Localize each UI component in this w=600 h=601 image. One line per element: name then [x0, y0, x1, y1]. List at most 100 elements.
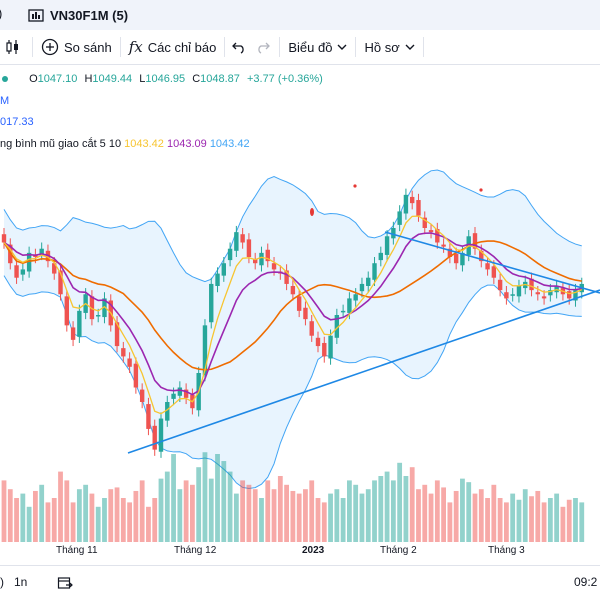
candle-body [416, 200, 421, 216]
candle-body [284, 270, 289, 284]
undo-icon [232, 42, 245, 54]
volume-bar [277, 476, 283, 542]
toolbar-divider [119, 37, 121, 57]
volume-bar [127, 502, 132, 542]
indicator-value-band: 1043.42 [209, 138, 250, 150]
volume-bar [83, 484, 89, 542]
chart-tab-title: VN30F1M (5) [50, 7, 129, 23]
profile-label: Hồ sơ [364, 39, 400, 55]
undo-button[interactable] [225, 30, 253, 64]
candle-body [96, 315, 101, 317]
candle-body [516, 286, 522, 297]
candle-body [26, 252, 32, 272]
candle-body [14, 265, 19, 278]
toolbar-divider [355, 37, 357, 57]
range-fragment-button[interactable]: ) [0, 575, 4, 589]
bollinger-upper-line [3, 169, 582, 283]
candle-body [359, 283, 365, 292]
candle-body [165, 402, 170, 421]
volume-bar [566, 499, 572, 542]
volume-bar [491, 484, 497, 542]
candle-body [246, 239, 252, 257]
volume-bar [252, 489, 258, 542]
candle-body [58, 270, 63, 295]
candle-body [259, 252, 264, 266]
legend-close: 1048.87 [200, 73, 240, 85]
volume-bar [554, 493, 560, 542]
legend-indicator-row[interactable]: ng bình mũ giao cắt 5 10 1043.42 1043.09… [0, 138, 250, 150]
volume-bar [321, 502, 327, 542]
volume-bar [390, 480, 396, 542]
volume-bar [315, 498, 321, 542]
candle-body [64, 296, 69, 326]
volume-bar [466, 482, 472, 542]
volume-bar [7, 489, 13, 542]
price-chart[interactable] [0, 64, 600, 542]
candle-body [171, 393, 176, 399]
volume-bar [328, 493, 333, 542]
function-icon: fx [128, 38, 143, 56]
volume-bar [441, 487, 446, 542]
candle-body [384, 236, 390, 255]
candle-body [529, 278, 534, 291]
volume-bar [284, 484, 289, 542]
previous-tab-fragment[interactable]: ) [0, 6, 2, 21]
volume-bar [529, 496, 534, 542]
compare-button[interactable]: So sánh [33, 30, 120, 64]
legend-high-label: H [84, 73, 93, 85]
volume-bar [378, 476, 384, 542]
indicators-button[interactable]: fx Các chỉ báo [121, 30, 225, 64]
volume-bar [208, 478, 214, 542]
volume-bar [478, 489, 484, 542]
candle-body [347, 298, 352, 313]
legend-high: 1049.44 [92, 73, 133, 85]
volume-bar [259, 498, 264, 542]
chart-tab[interactable]: VN30F1M (5) [28, 0, 128, 30]
candle-body [366, 277, 371, 286]
volume-bar [271, 489, 277, 542]
bottom-bar: ) 1n 09:2 [0, 565, 600, 601]
candlestick-icon [6, 40, 18, 54]
volume-bar [547, 498, 553, 542]
volume-bar [303, 489, 308, 542]
volume-bar [359, 493, 365, 542]
toolbar: So sánh fx Các chỉ báo Biểu đồ Hồ sơ [0, 30, 600, 65]
candle-body [441, 244, 446, 247]
chart-type-label: Biểu đồ [288, 39, 333, 55]
candle-body [271, 263, 277, 270]
goto-date-icon[interactable] [57, 575, 73, 591]
candle-body [378, 252, 383, 261]
volume-bar [1, 480, 7, 542]
candle-body [114, 322, 120, 347]
indicator-value-ema-slow: 1043.09 [166, 138, 207, 150]
volume-bar [102, 498, 107, 542]
candle-body [573, 290, 578, 301]
candle-style-button[interactable] [0, 30, 32, 64]
volume-bar [573, 498, 578, 542]
x-tick-label: Tháng 12 [174, 545, 217, 556]
chart-type-dropdown[interactable]: Biểu đồ [280, 30, 355, 64]
redo-button[interactable] [253, 30, 279, 64]
candle-body [202, 325, 208, 376]
range-1y-button[interactable]: 1n [14, 575, 28, 589]
chart-pane[interactable] [0, 64, 600, 542]
candle-body [340, 310, 346, 313]
volume-bar [20, 493, 26, 542]
candle-body [353, 294, 358, 301]
volume-bar [240, 480, 246, 542]
candle-body [460, 252, 465, 266]
plus-circle-icon [41, 38, 59, 56]
legend-open-label: O [29, 73, 38, 85]
profile-dropdown[interactable]: Hồ sơ [356, 30, 422, 64]
chart-tab-icon [28, 9, 44, 22]
candle-body [315, 337, 321, 347]
candle-body [70, 327, 76, 340]
candle-body [209, 283, 214, 323]
candle-body [290, 286, 296, 295]
legend-close-label: C [192, 73, 201, 85]
volume-bar [190, 484, 195, 542]
candle-body [510, 294, 515, 296]
x-tick-label: Tháng 11 [56, 545, 98, 556]
volume-bar [504, 502, 509, 542]
volume-bar [26, 506, 32, 542]
